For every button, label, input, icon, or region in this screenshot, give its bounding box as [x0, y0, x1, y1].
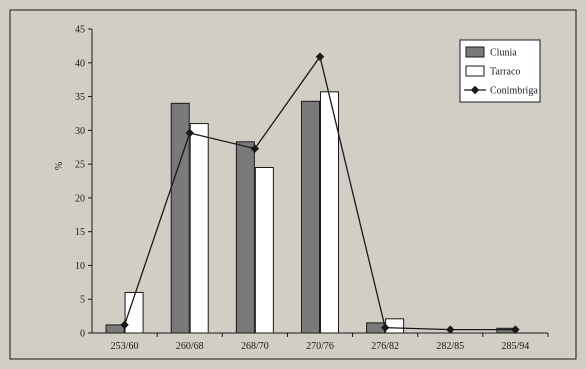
legend-label-tarraco: Tarraco: [490, 67, 520, 78]
y-tick-label: 15: [75, 227, 85, 238]
y-tick-label: 45: [75, 25, 85, 36]
x-tick-label: 268/70: [241, 341, 269, 352]
x-tick-label: 260/68: [176, 341, 204, 352]
y-tick-label: 5: [80, 295, 85, 306]
bar-clunia: [105, 324, 125, 334]
y-axis-label: %: [54, 162, 65, 170]
bar-clunia: [235, 141, 255, 334]
x-tick-label: 282/85: [436, 341, 464, 352]
legend-label-clunia: Clunia: [490, 48, 517, 59]
x-tick-label: 276/82: [371, 341, 399, 352]
bar-tarraco: [320, 91, 339, 334]
bar-tarraco: [124, 291, 144, 334]
point-conimbriga: [446, 325, 455, 334]
y-tick-label: 35: [75, 92, 85, 103]
y-tick-label: 10: [75, 261, 85, 272]
legend-swatch-clunia: [465, 46, 485, 58]
x-tick-label: 270/76: [306, 341, 334, 352]
bar-clunia: [170, 102, 190, 334]
y-tick-label: 25: [75, 160, 85, 171]
legend-swatch-tarraco: [465, 65, 485, 77]
figure-frame: [9, 9, 577, 360]
y-tick-label: 40: [75, 58, 85, 69]
x-tick-label: 285/94: [502, 341, 530, 352]
bar-tarraco: [385, 318, 405, 334]
legend-label-conimbriga: Conimbriga: [490, 86, 538, 97]
point-conimbriga: [511, 325, 520, 334]
point-conimbriga: [380, 323, 390, 332]
bar-tarraco: [189, 123, 209, 334]
y-tick-label: 20: [75, 193, 85, 204]
point-conimbriga: [315, 52, 325, 61]
point-conimbriga: [185, 128, 194, 138]
x-tick-label: 253/60: [111, 341, 139, 352]
y-tick-label: 0: [80, 329, 85, 340]
bar-clunia: [301, 100, 320, 334]
point-conimbriga: [250, 144, 260, 153]
y-tick-label: 30: [75, 126, 85, 137]
legend-marker-conimbriga: [470, 85, 480, 95]
bar-tarraco: [254, 166, 274, 334]
point-conimbriga: [120, 320, 129, 330]
